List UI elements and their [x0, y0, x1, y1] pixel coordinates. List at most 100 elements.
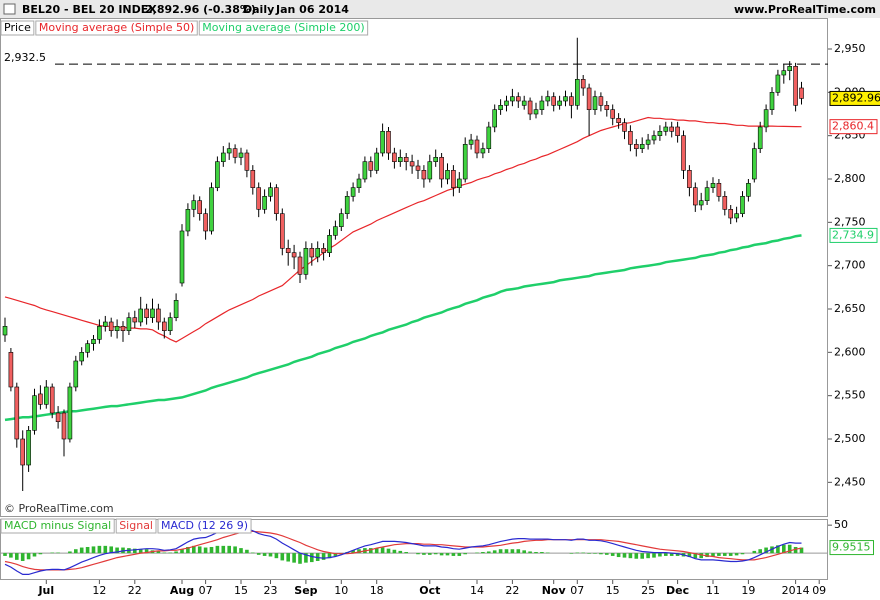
candle-body	[73, 360, 79, 388]
candle-body	[757, 126, 763, 149]
candle-body	[698, 200, 704, 206]
candle-body	[704, 187, 710, 201]
y-tick-label: 2,450	[834, 475, 866, 488]
candle-body	[645, 139, 651, 145]
histogram-bar	[310, 553, 314, 563]
candle-body	[746, 183, 751, 197]
candle-body	[268, 187, 273, 197]
candle-body	[456, 178, 462, 188]
histogram-bar	[528, 551, 532, 554]
candle-body	[303, 248, 309, 275]
macd-frame	[0, 519, 828, 580]
last-value-label: 2,892.96	[832, 91, 880, 104]
histogram-bar	[256, 553, 261, 555]
x-tick-label: Jul	[37, 584, 54, 597]
candle-body	[150, 308, 155, 318]
candle-body	[569, 96, 574, 106]
y-tick-label: 2,600	[834, 345, 866, 358]
candle-body	[362, 161, 368, 180]
candle-body	[687, 170, 692, 188]
x-tick-label: 07	[570, 584, 584, 597]
histogram-bar	[664, 553, 668, 556]
histogram-bar	[233, 546, 237, 554]
histogram-bar	[9, 553, 13, 558]
candle-body	[580, 79, 586, 89]
candle-body	[250, 170, 256, 188]
legend-label: MACD minus Signal	[4, 519, 111, 532]
histogram-bar	[593, 553, 597, 554]
candle-body	[132, 317, 138, 323]
histogram-bar	[292, 553, 296, 563]
histogram-bar	[457, 553, 462, 556]
candle-body	[333, 226, 338, 236]
candle-body	[103, 321, 108, 327]
x-tick-label: 23	[264, 584, 278, 597]
histogram-bar	[546, 552, 550, 554]
histogram-bar	[215, 545, 220, 554]
histogram-bar	[504, 549, 509, 554]
moving-average	[4, 234, 802, 422]
histogram-bar	[74, 549, 78, 554]
histogram-bar	[439, 553, 444, 556]
histogram-bar	[298, 553, 302, 564]
histogram-bar	[433, 553, 438, 555]
candle-body	[574, 79, 580, 106]
histogram-bar	[369, 548, 373, 554]
candle-body	[167, 317, 173, 331]
histogram-bar	[115, 547, 119, 554]
price-panel	[2, 37, 828, 491]
candle-body	[191, 200, 197, 210]
legend-label: Moving average (Simple 200)	[202, 21, 364, 34]
histogram-bar	[787, 544, 792, 554]
x-tick-label: Oct	[419, 584, 440, 597]
candle-body	[368, 161, 374, 171]
moving-average	[4, 116, 802, 343]
candle-body	[397, 157, 403, 162]
candle-body	[79, 352, 84, 362]
candle-body	[297, 256, 303, 275]
candle-body	[515, 96, 521, 102]
candle-body	[350, 187, 356, 197]
histogram-bar	[693, 553, 698, 559]
histogram-bar	[180, 549, 184, 554]
histogram-bar	[251, 552, 255, 554]
histogram-bar	[192, 545, 196, 554]
x-tick-label: Nov	[542, 584, 567, 597]
candle-body	[162, 321, 167, 331]
candle-body	[315, 248, 321, 258]
histogram-bar	[705, 553, 709, 558]
x-tick-label: 22	[128, 584, 142, 597]
histogram-bar	[203, 547, 208, 554]
candle-body	[604, 105, 610, 110]
histogram-bar	[675, 553, 680, 556]
header-bar	[0, 0, 880, 18]
legend-label: Price	[4, 21, 31, 34]
price: 2,892.96 (-0.38%)	[145, 3, 256, 16]
date: Jan 06 2014	[275, 3, 349, 16]
last-value-label: 9.9515	[832, 541, 871, 554]
y-tick-label: 2,700	[834, 259, 866, 272]
candle-body	[256, 187, 262, 210]
candle-body	[445, 170, 450, 180]
histogram-bar	[227, 545, 231, 554]
x-tick-label: 12	[92, 584, 106, 597]
candle-body	[38, 393, 43, 405]
candle-body	[327, 235, 332, 253]
histogram-bar	[445, 553, 450, 556]
y-tick-label: 50	[834, 518, 848, 531]
candle-body	[799, 87, 804, 99]
candle-body	[221, 152, 226, 162]
x-tick-label: Aug	[170, 584, 194, 597]
histogram-bar	[304, 553, 308, 563]
histogram-bar	[239, 548, 243, 554]
candle-body	[492, 109, 498, 128]
candle-body	[173, 300, 179, 318]
legend-box	[35, 20, 198, 36]
candle-body	[716, 183, 722, 197]
histogram-bar	[587, 553, 591, 554]
histogram-bar	[669, 553, 674, 556]
histogram-bar	[658, 553, 662, 557]
candle-body	[43, 386, 49, 405]
watermark: © ProRealTime.com	[4, 502, 114, 515]
histogram-bar	[268, 553, 273, 557]
